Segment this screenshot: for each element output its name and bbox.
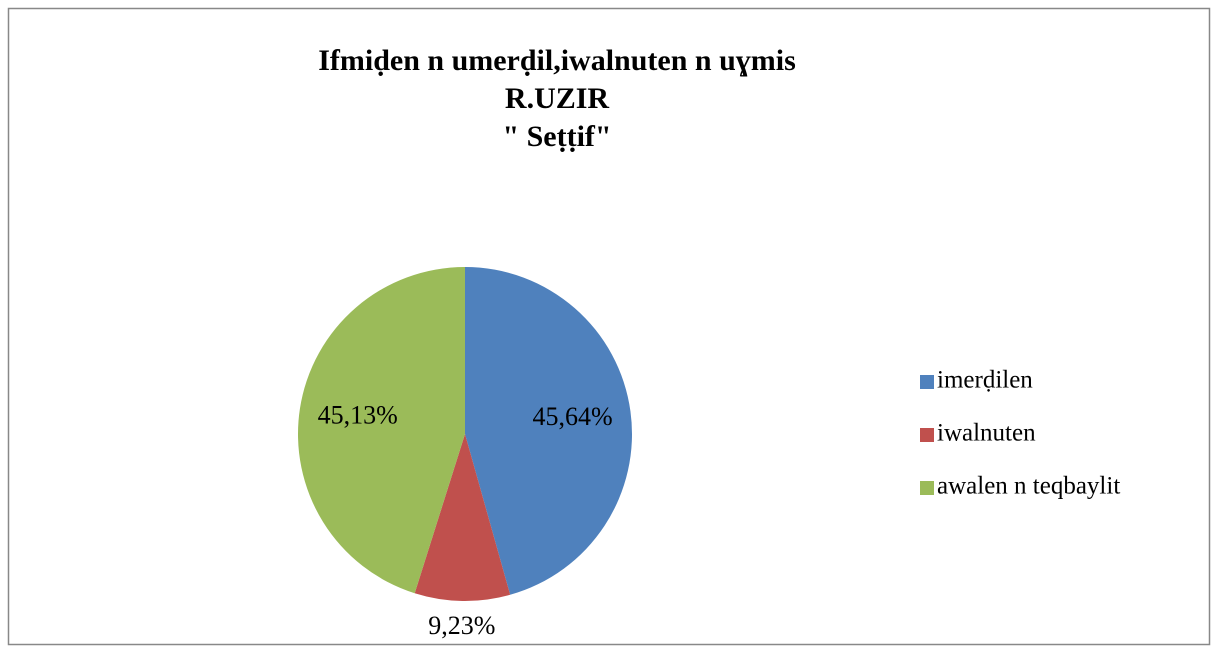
legend-label: awalen n teqbaylit (937, 473, 1120, 500)
data-label: 45,64% (532, 402, 612, 431)
chart-border (7, 7, 1211, 646)
legend-label: iwalnuten (937, 420, 1036, 447)
pie-slice (414, 434, 511, 602)
chart-title: " Seṭṭif" (502, 120, 611, 153)
pie-slice (297, 267, 465, 594)
legend-swatch (920, 481, 934, 495)
legend-label: imerḍilen (937, 367, 1033, 394)
data-label: 9,23% (428, 611, 495, 640)
pie-slice (465, 267, 633, 595)
data-label: 45,13% (318, 400, 398, 429)
legend-swatch (920, 375, 934, 389)
legend-swatch (920, 428, 934, 442)
chart-title: Ifmiḍen n umerḍil,iwalnuten n uɣmis (318, 44, 796, 77)
chart-title: R.UZIR (505, 82, 610, 115)
